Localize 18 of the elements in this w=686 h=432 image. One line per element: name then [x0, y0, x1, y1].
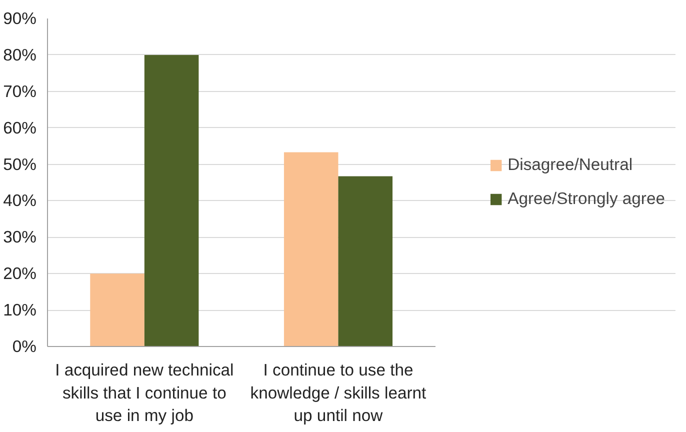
y-tick-label: 50% — [3, 154, 37, 174]
bar — [284, 152, 338, 346]
bar — [144, 54, 199, 346]
legend-label: Disagree/Neutral — [508, 155, 633, 175]
bar — [90, 274, 144, 346]
y-tick-label: 20% — [3, 264, 37, 284]
y-tick-label: 30% — [3, 228, 37, 247]
legend-label: Agree/Strongly agree — [508, 189, 665, 209]
y-tick-label: 60% — [3, 118, 37, 138]
y-tick-label: 0% — [12, 337, 37, 356]
y-tick-label: 40% — [3, 191, 37, 210]
x-tick-label: I acquired new technical skills that I continue to use in my job — [55, 360, 234, 426]
x-tick-label: I continue to use the knowledge / skills learnt up until now — [250, 360, 427, 426]
y-tick-label: 10% — [3, 300, 37, 320]
y-tick-label: 70% — [3, 82, 37, 101]
y-tick-label: 90% — [3, 9, 37, 28]
y-tick-label: 80% — [3, 45, 37, 64]
bar — [338, 176, 393, 346]
